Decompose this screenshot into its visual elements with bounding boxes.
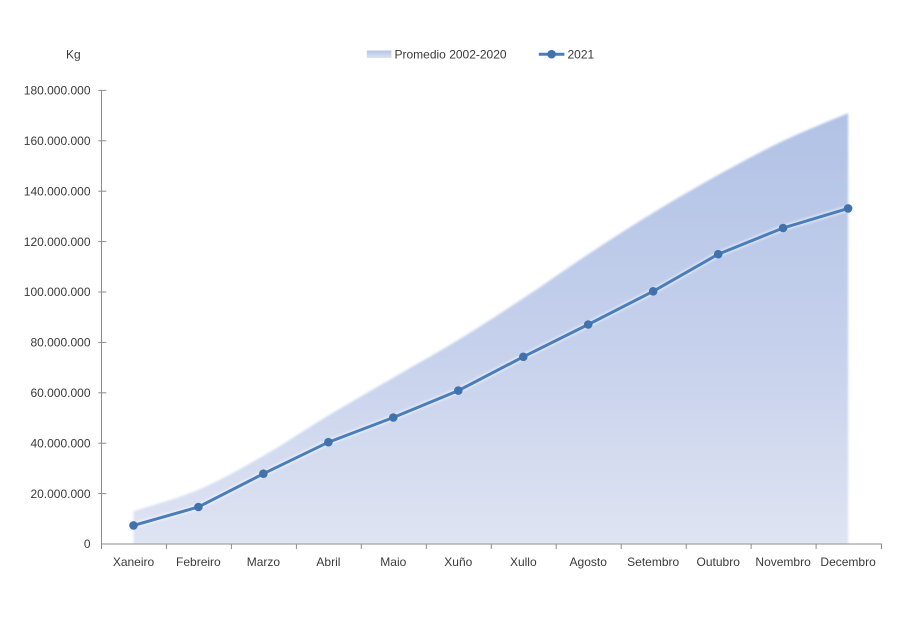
svg-text:180.000.000: 180.000.000: [24, 84, 91, 98]
svg-text:Febreiro: Febreiro: [176, 555, 221, 569]
svg-text:Promedio 2002-2020: Promedio 2002-2020: [395, 48, 507, 62]
svg-text:160.000.000: 160.000.000: [24, 134, 91, 148]
svg-text:2021: 2021: [568, 48, 595, 62]
svg-text:Abril: Abril: [316, 555, 340, 569]
svg-text:Novembro: Novembro: [755, 555, 811, 569]
svg-text:40.000.000: 40.000.000: [30, 436, 90, 450]
svg-text:60.000.000: 60.000.000: [30, 386, 90, 400]
svg-text:100.000.000: 100.000.000: [24, 285, 91, 299]
svg-text:20.000.000: 20.000.000: [30, 487, 90, 501]
svg-text:Outubro: Outubro: [697, 555, 741, 569]
svg-text:Xullo: Xullo: [510, 555, 537, 569]
svg-text:0: 0: [84, 537, 91, 551]
svg-text:80.000.000: 80.000.000: [30, 336, 90, 350]
svg-text:Kg: Kg: [66, 48, 81, 62]
svg-text:Agosto: Agosto: [570, 555, 608, 569]
svg-text:Setembro: Setembro: [627, 555, 679, 569]
svg-text:Xaneiro: Xaneiro: [113, 555, 155, 569]
svg-text:140.000.000: 140.000.000: [24, 184, 91, 198]
svg-text:120.000.000: 120.000.000: [24, 235, 91, 249]
svg-text:Maio: Maio: [380, 555, 406, 569]
svg-text:Xuño: Xuño: [444, 555, 472, 569]
svg-text:Marzo: Marzo: [247, 555, 281, 569]
svg-text:Decembro: Decembro: [820, 555, 876, 569]
